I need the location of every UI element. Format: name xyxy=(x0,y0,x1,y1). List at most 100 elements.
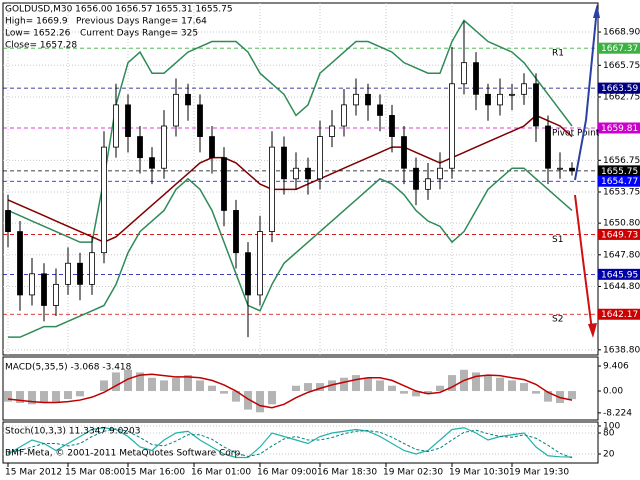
macd-bar xyxy=(196,380,204,392)
candle-body xyxy=(329,125,335,137)
up-arrow-head xyxy=(593,4,600,18)
macd-bar xyxy=(340,377,348,392)
macd-bar xyxy=(376,380,384,392)
macd-bar xyxy=(124,369,132,392)
stoch-main xyxy=(7,427,573,459)
macd-bar xyxy=(448,375,456,392)
macd-bar xyxy=(484,375,492,392)
candle-body xyxy=(341,104,347,127)
macd-bar xyxy=(136,372,144,392)
stoch-panel xyxy=(2,421,599,464)
macd-bar xyxy=(256,391,264,413)
level-label: 1659.81 xyxy=(601,124,638,134)
candle-body xyxy=(425,178,431,190)
y-tick-label: 1668.90 xyxy=(603,28,640,38)
macd-bar xyxy=(100,380,108,392)
y-tick-label: 1665.75 xyxy=(603,61,640,71)
header-text: Low= 1652.26 xyxy=(5,29,71,39)
candle-body xyxy=(269,146,275,232)
macd-bar xyxy=(172,377,180,392)
candle-body xyxy=(29,273,35,296)
level-label: 1663.59 xyxy=(601,84,638,94)
macd-bar xyxy=(76,391,84,397)
stoch-label: Stoch(10,3,3) 11.3347 9.0203 xyxy=(5,427,140,437)
macd-bar xyxy=(568,391,576,400)
candle-body xyxy=(125,104,131,137)
y-tick-label: 1638.80 xyxy=(603,345,640,355)
macd-bar xyxy=(472,372,480,392)
level-name: S1 xyxy=(552,235,563,245)
level-label: 1667.37 xyxy=(601,44,638,54)
macd-bar xyxy=(232,391,240,402)
level-box xyxy=(598,308,640,320)
level-box xyxy=(598,165,640,177)
candle-body xyxy=(377,104,383,116)
level-box xyxy=(598,268,640,280)
candle-body xyxy=(449,83,455,169)
copyright: BMF-Meta, © 2001-2011 MetaQuotes Softwar… xyxy=(5,449,243,459)
candle-body xyxy=(485,93,491,106)
candle-body xyxy=(533,83,539,127)
x-tick-label: 16 Mar 09:00 xyxy=(257,468,317,478)
candle-body xyxy=(305,167,311,180)
level-name: S2 xyxy=(552,315,563,325)
candle-body xyxy=(257,231,263,296)
x-tick-label: 16 Mar 01:00 xyxy=(191,468,251,478)
macd-bar xyxy=(220,391,228,394)
macd-bar xyxy=(40,391,48,403)
y-tick-label: 1647.80 xyxy=(603,250,640,260)
y-tick-label: 1644.80 xyxy=(603,282,640,292)
level-box xyxy=(598,82,640,94)
header-text: GOLDUSD,M30 1656.00 1656.57 1655.31 1655… xyxy=(5,5,233,15)
macd-bar xyxy=(400,391,408,394)
level-label: 1654.77 xyxy=(601,177,638,187)
candle-body xyxy=(461,62,467,85)
candle-body xyxy=(77,262,83,285)
macd-bar xyxy=(424,391,432,394)
header-text: Previous Days Range= 17.64 xyxy=(76,17,207,27)
candle-body xyxy=(497,93,503,106)
candle-body xyxy=(317,136,323,180)
macd-bar xyxy=(532,391,540,394)
macd-bar xyxy=(304,383,312,392)
macd-bar xyxy=(4,391,12,402)
header-text: Current Days Range= 325 xyxy=(80,29,198,39)
level-box xyxy=(598,122,640,134)
x-tick-label: 15 Mar 16:00 xyxy=(125,468,185,478)
candle-body xyxy=(389,115,395,137)
y-tick-label: 20 xyxy=(603,450,615,460)
macd-bar xyxy=(364,377,372,392)
candle-body xyxy=(521,83,527,95)
candle-body xyxy=(137,136,143,159)
macd-bar xyxy=(184,375,192,392)
header-text: High= 1669.9 xyxy=(5,17,68,27)
down-arrow-head xyxy=(588,323,597,338)
candle-body xyxy=(293,167,299,180)
candle-body xyxy=(41,273,47,306)
x-tick-label: 19 Mar 10:30 xyxy=(449,468,509,478)
level-label: 1645.95 xyxy=(601,270,638,280)
candle-body xyxy=(113,104,119,148)
macd-bar xyxy=(436,385,444,392)
candle-body xyxy=(365,93,371,106)
x-tick-label: 16 Mar 18:30 xyxy=(317,468,377,478)
stoch-signal xyxy=(7,428,573,459)
level-box xyxy=(598,228,640,240)
x-tick-label: 19 Mar 19:30 xyxy=(509,468,569,478)
candle-body xyxy=(437,167,443,180)
candle-body xyxy=(281,146,287,180)
macd-bar xyxy=(388,385,396,392)
candle-body xyxy=(545,125,551,169)
y-tick-label: 0.00 xyxy=(603,387,623,397)
candle-body xyxy=(101,146,107,254)
y-tick-label: 1656.75 xyxy=(603,156,640,166)
candle-body xyxy=(233,210,239,254)
level-label: 1649.73 xyxy=(601,230,638,240)
candle-body xyxy=(509,93,515,96)
arrows xyxy=(574,4,600,338)
macd-bar xyxy=(316,383,324,392)
candle-body xyxy=(185,93,191,106)
macd-bar xyxy=(496,377,504,392)
